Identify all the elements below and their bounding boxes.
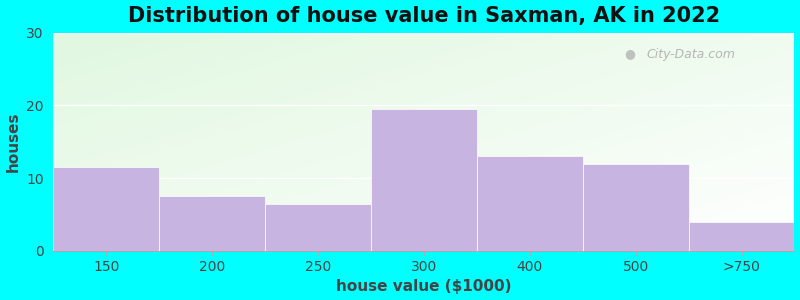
Bar — [371, 109, 477, 251]
Bar — [582, 164, 689, 251]
Text: ●: ● — [624, 47, 635, 60]
Bar — [54, 167, 159, 251]
Y-axis label: houses: houses — [6, 112, 21, 172]
Bar — [159, 196, 265, 251]
Bar — [477, 156, 582, 251]
Text: City-Data.com: City-Data.com — [646, 48, 735, 61]
Bar — [689, 222, 794, 251]
Title: Distribution of house value in Saxman, AK in 2022: Distribution of house value in Saxman, A… — [128, 6, 720, 26]
X-axis label: house value ($1000): house value ($1000) — [336, 279, 512, 294]
Bar — [265, 204, 371, 251]
